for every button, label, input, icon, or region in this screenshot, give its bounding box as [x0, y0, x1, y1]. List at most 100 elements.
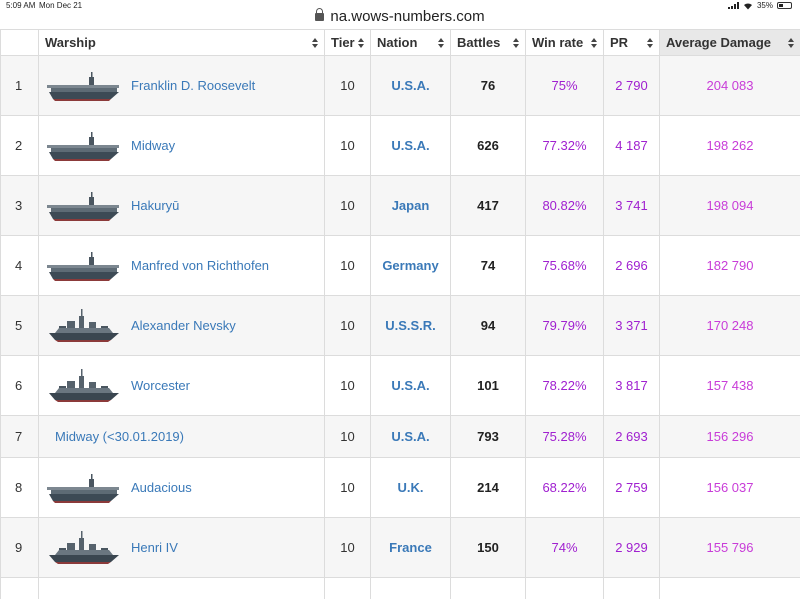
warship-cell[interactable]: Hakuryū	[38, 175, 325, 236]
tier-cell: 10	[324, 517, 371, 578]
ship-image-carrier[interactable]	[45, 246, 123, 286]
rank-cell: 4	[0, 235, 39, 296]
warship-link[interactable]: Henri IV	[131, 540, 178, 555]
table-row[interactable]: 3 Hakuryū 10 Japan 417 80.82% 3 741 198 094	[0, 175, 800, 236]
table-cell	[525, 577, 604, 599]
pr-cell: 2 759	[603, 457, 660, 518]
average-damage-cell: 170 248	[659, 295, 800, 356]
warship-cell[interactable]: Henri IV	[38, 517, 325, 578]
sort-icon	[312, 38, 319, 49]
battles-cell: 76	[450, 55, 526, 116]
average-damage-cell: 182 790	[659, 235, 800, 296]
warship-cell[interactable]: Worcester	[38, 355, 325, 416]
status-date: Mon Dec 21	[39, 1, 83, 10]
nation-link[interactable]: U.K.	[370, 457, 451, 518]
table-cell	[603, 577, 660, 599]
header-average-damage[interactable]: Average Damage	[659, 29, 800, 56]
header-battles[interactable]: Battles	[450, 29, 526, 56]
warship-link[interactable]: Franklin D. Roosevelt	[131, 78, 256, 93]
url-text: na.wows-numbers.com	[330, 8, 485, 25]
table-row[interactable]: 2 Midway 10 U.S.A. 626 77.32% 4 187 198 262	[0, 115, 800, 176]
battles-cell: 214	[450, 457, 526, 518]
win-rate-cell: 80.82%	[525, 175, 604, 236]
battles-cell: 74	[450, 235, 526, 296]
ship-image-carrier[interactable]	[45, 468, 123, 508]
ship-image-cruiser[interactable]	[45, 306, 123, 346]
nation-link[interactable]: France	[370, 517, 451, 578]
nation-link[interactable]: Japan	[370, 175, 451, 236]
nation-link[interactable]: U.S.A.	[370, 55, 451, 116]
average-damage-cell: 155 796	[659, 517, 800, 578]
warship-cell[interactable]: Midway (<30.01.2019)	[38, 415, 325, 458]
battles-cell: 94	[450, 295, 526, 356]
warship-cell[interactable]: Audacious	[38, 457, 325, 518]
win-rate-cell: 68.22%	[525, 457, 604, 518]
warship-cell[interactable]: Alexander Nevsky	[38, 295, 325, 356]
ship-image-carrier[interactable]	[45, 126, 123, 166]
header-win-rate[interactable]: Win rate	[525, 29, 604, 56]
sort-icon	[788, 38, 795, 49]
table-row[interactable]: 4 Manfred von Richthofen 10 Germany 74 75.68%…	[0, 235, 800, 296]
average-damage-cell: 204 083	[659, 55, 800, 116]
sort-icon	[358, 38, 365, 49]
tier-cell: 10	[324, 415, 371, 458]
warship-cell[interactable]: Franklin D. Roosevelt	[38, 55, 325, 116]
tier-cell: 10	[324, 235, 371, 296]
battery-percent: 35%	[756, 1, 773, 10]
warship-link[interactable]: Midway	[131, 138, 176, 153]
ship-image-carrier[interactable]	[45, 186, 123, 226]
nation-link[interactable]: U.S.S.R.	[370, 295, 451, 356]
sort-icon	[591, 38, 598, 49]
nation-link[interactable]: Germany	[370, 235, 451, 296]
sort-icon	[513, 38, 520, 49]
ship-image-carrier[interactable]	[45, 66, 123, 106]
header-warship[interactable]: Warship	[38, 29, 325, 56]
table-row[interactable]: 7 Midway (<30.01.2019) 10 U.S.A. 793 75.28% 2 …	[0, 415, 800, 458]
table-cell	[450, 577, 526, 599]
warship-cell[interactable]: Manfred von Richthofen	[38, 235, 325, 296]
table-row[interactable]: 6 Worcester 10 U.S.A. 101 78.22% 3 817 157 438	[0, 355, 800, 416]
table-row[interactable]: 8 Audacious 10 U.K. 214 68.22% 2 759 156 037	[0, 457, 800, 518]
header-pr[interactable]: PR	[603, 29, 660, 56]
average-damage-cell: 157 438	[659, 355, 800, 416]
warship-link[interactable]: Audacious	[131, 480, 192, 495]
table-row[interactable]: 1 Franklin D. Roosevelt 10 U.S.A. 76 75% 2 790…	[0, 55, 800, 116]
header-rank	[0, 29, 39, 56]
table-cell	[659, 577, 800, 599]
pr-cell: 2 696	[603, 235, 660, 296]
warship-cell[interactable]: Midway	[38, 115, 325, 176]
table-row[interactable]: 5 Alexander Nevsky 10 U.S.S.R. 94 79.79% 3 371…	[0, 295, 800, 356]
ship-image-cruiser[interactable]	[45, 366, 123, 406]
status-time: 5:09 AM	[6, 1, 36, 10]
battery-icon	[777, 2, 792, 9]
warship-link[interactable]: Hakuryū	[131, 198, 180, 213]
ships-table: Warship Tier Nation Battles Win rate PR …	[0, 29, 800, 599]
win-rate-cell: 78.22%	[525, 355, 604, 416]
ship-image-cruiser[interactable]	[45, 528, 123, 568]
header-nation[interactable]: Nation	[370, 29, 451, 56]
tier-cell: 10	[324, 355, 371, 416]
rank-cell: 5	[0, 295, 39, 356]
battles-cell: 626	[450, 115, 526, 176]
win-rate-cell: 75.68%	[525, 235, 604, 296]
nation-link[interactable]: U.S.A.	[370, 355, 451, 416]
tier-cell: 10	[324, 175, 371, 236]
table-row[interactable]: 9 Henri IV 10 France 150 74% 2 929 155 796	[0, 517, 800, 578]
table-cell	[370, 577, 451, 599]
pr-cell: 3 817	[603, 355, 660, 416]
warship-link[interactable]: Midway (<30.01.2019)	[55, 429, 184, 444]
address-bar[interactable]: na.wows-numbers.com	[0, 8, 800, 25]
pr-cell: 3 371	[603, 295, 660, 356]
nation-link[interactable]: U.S.A.	[370, 115, 451, 176]
status-bar: 5:09 AM Mon Dec 21 35% na.wows-numbers.c…	[0, 0, 800, 32]
warship-link[interactable]: Worcester	[131, 378, 190, 393]
nation-link[interactable]: U.S.A.	[370, 415, 451, 458]
table-row[interactable]	[0, 577, 800, 599]
warship-link[interactable]: Alexander Nevsky	[131, 318, 236, 333]
warship-link[interactable]: Manfred von Richthofen	[131, 258, 270, 273]
table-cell	[324, 577, 371, 599]
header-tier[interactable]: Tier	[324, 29, 371, 56]
average-damage-cell: 156 037	[659, 457, 800, 518]
rank-cell: 2	[0, 115, 39, 176]
battles-cell: 417	[450, 175, 526, 236]
